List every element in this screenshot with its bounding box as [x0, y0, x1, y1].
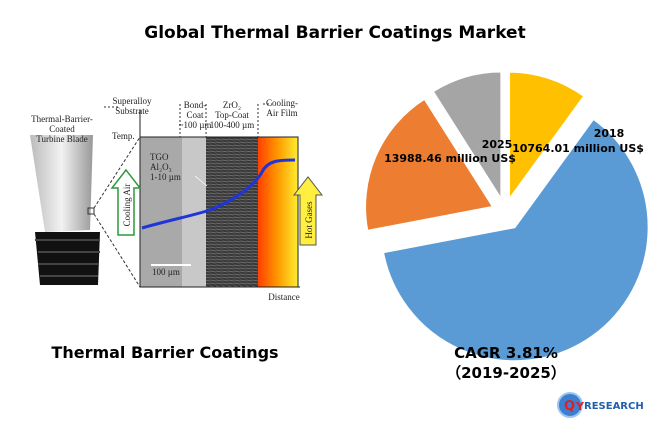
logo-text: RESEARCH [584, 401, 644, 412]
diagram-label: Distance [268, 292, 300, 302]
diagram-label: ~100 µm [179, 120, 212, 130]
title: Global Thermal Barrier Coatings Market [144, 23, 525, 43]
diagram-label: TGO [150, 152, 169, 162]
label-year: 2025 [482, 138, 513, 151]
diagram-label: Hot Gases [304, 201, 314, 239]
label-value: 10764.01 million US$ [512, 142, 644, 155]
diagram-label: Coat [187, 110, 204, 120]
diagram-label: 1-10 µm [150, 172, 181, 182]
diagram-label: Bond- [184, 100, 207, 110]
cagr-period: （2019-2025） [446, 364, 566, 382]
pie-slice [381, 117, 650, 363]
diagram-label: Air Film [266, 108, 297, 118]
pie-slice [508, 70, 586, 203]
diagram-label: Cooling- [266, 98, 298, 108]
label-year: 2018 [594, 127, 625, 140]
caption: Thermal Barrier Coatings [51, 343, 278, 362]
cagr: CAGR 3.81% [454, 344, 558, 362]
diagram-label: 100 µm [152, 267, 180, 277]
blade [30, 135, 93, 232]
label-value: 13988.46 million US$ [384, 152, 516, 165]
diagram-label: Top-Coat [215, 110, 249, 120]
diagram-label: Superalloy [113, 96, 152, 106]
pie-slice [364, 97, 495, 232]
diagram [30, 103, 324, 288]
diagram-label: 100-400 µm [210, 120, 254, 130]
diagram-label: Turbine Blade [36, 134, 87, 144]
diagram-label: Coated [49, 124, 75, 134]
diagram-label: Substrate [115, 106, 149, 116]
pie-slice [431, 70, 503, 203]
pie [364, 70, 650, 363]
diagram-label: Al₂O₃ [150, 162, 172, 172]
logo-y: Y [575, 400, 585, 413]
logo-q: Q [564, 399, 575, 414]
diagram-label: Cooling Air [122, 184, 132, 227]
diagram-label: Thermal-Barrier- [31, 114, 93, 124]
diagram-label: ZrO₂ [223, 100, 241, 110]
diagram-label: Temp. [112, 131, 135, 141]
logo: Q Y RESEARCH [557, 392, 644, 418]
blade-root [35, 232, 100, 285]
